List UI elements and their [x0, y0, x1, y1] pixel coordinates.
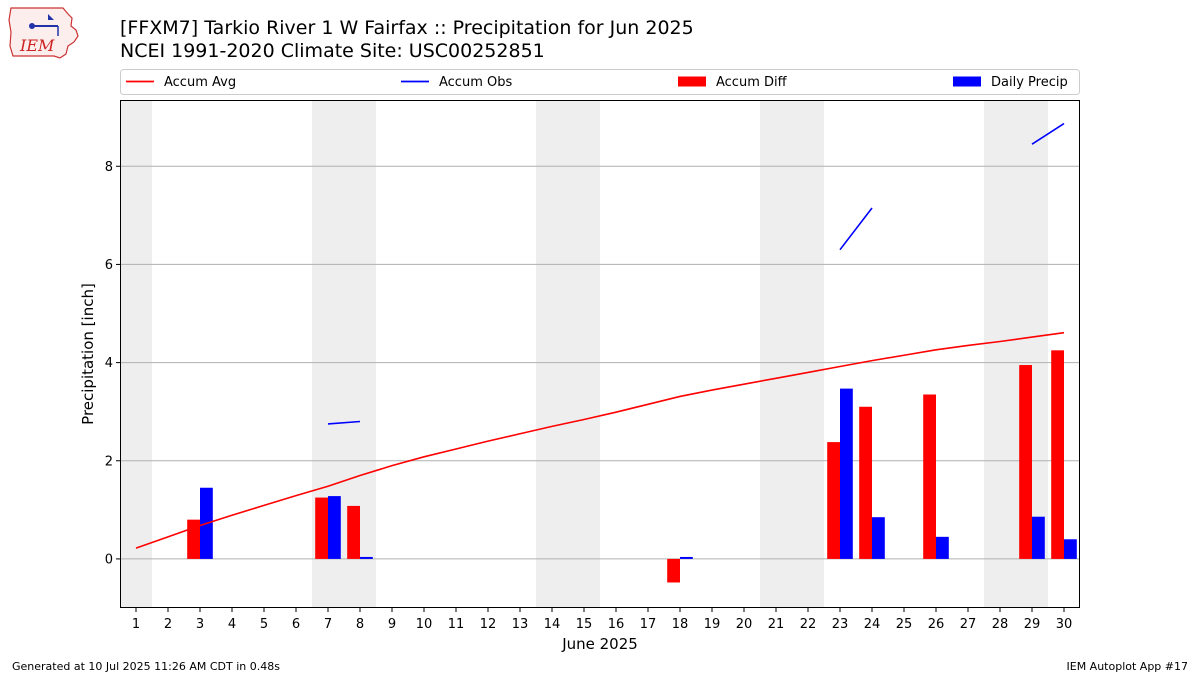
daily-precip-bar-day-30 — [1064, 539, 1077, 559]
x-tick-label-9: 9 — [388, 617, 396, 632]
x-tick-label-11: 11 — [448, 617, 465, 632]
legend-label-1: Accum Avg — [164, 75, 236, 90]
y-tick-label-6: 6 — [105, 258, 113, 273]
accum-diff-bar-day-30 — [1051, 350, 1064, 559]
accum-diff-bar-day-8 — [347, 505, 360, 559]
chart-subtitle: NCEI 1991-2020 Climate Site: USC00252851 — [120, 40, 545, 62]
weekend-shade-day-14 — [536, 100, 568, 608]
x-tick-label-28: 28 — [992, 617, 1009, 632]
logo-text: IEM — [19, 36, 55, 55]
iem-logo: IEM — [8, 7, 79, 59]
legend-label-2: Accum Obs — [439, 75, 512, 90]
legend: Accum Avg Accum Obs Accum Diff Daily Precip — [120, 69, 1080, 95]
accum-avg-line — [135, 331, 1065, 549]
sensor-dot-icon — [29, 23, 35, 29]
accum-obs-segment-1 — [327, 420, 361, 425]
daily-precip-bar-day-24 — [872, 517, 885, 559]
weekend-shade-day-28 — [984, 100, 1016, 608]
x-tick-label-17: 17 — [640, 617, 657, 632]
x-tick-label-2: 2 — [164, 617, 172, 632]
x-tick-label-22: 22 — [800, 617, 817, 632]
weekend-shade-day-21 — [760, 100, 792, 608]
legend-swatch-4 — [953, 76, 981, 87]
weekend-shade-day-22 — [792, 100, 824, 608]
grid-lines — [120, 165, 1080, 560]
x-tick-label-1: 1 — [132, 617, 140, 632]
accum-diff-bar-day-29 — [1019, 365, 1032, 559]
x-tick-label-24: 24 — [864, 617, 881, 632]
y-tick-label-0: 0 — [105, 552, 113, 567]
legend-swatch-3 — [678, 76, 706, 87]
accum-diff-bar-day-23 — [827, 442, 840, 559]
accum-obs-segment-2 — [839, 207, 873, 251]
accum-diff-bar-day-24 — [859, 406, 872, 559]
x-tick-label-10: 10 — [416, 617, 433, 632]
legend-label-3: Accum Diff — [716, 75, 788, 90]
accum-diff-bar-day-7 — [315, 497, 328, 559]
x-tick-label-14: 14 — [544, 617, 561, 632]
plot-frame — [120, 100, 1080, 608]
daily-precip-bar-day-29 — [1032, 516, 1045, 559]
chart-title: [FFXM7] Tarkio River 1 W Fairfax :: Prec… — [120, 17, 694, 39]
x-tick-label-12: 12 — [480, 617, 497, 632]
x-tick-label-15: 15 — [576, 617, 593, 632]
daily-precip-bar-day-23 — [840, 388, 853, 559]
accum-diff-bar-day-18 — [667, 558, 680, 583]
x-tick-label-23: 23 — [832, 617, 849, 632]
x-tick-label-21: 21 — [768, 617, 785, 632]
x-tick-label-13: 13 — [512, 617, 529, 632]
daily-precip-bar-day-18 — [680, 556, 693, 559]
weekend-shade-day-1 — [120, 100, 152, 608]
cup-anemometer-icon — [48, 14, 54, 20]
x-tick-label-4: 4 — [228, 617, 236, 632]
x-tick-label-25: 25 — [896, 617, 913, 632]
x-tick-label-3: 3 — [196, 617, 204, 632]
lines-layer — [135, 122, 1065, 549]
daily-precip-bar-day-26 — [936, 536, 949, 559]
y-tick-label-8: 8 — [105, 160, 113, 175]
generated-timestamp: Generated at 10 Jul 2025 11:26 AM CDT in… — [12, 660, 280, 673]
weekend-shade-day-15 — [568, 100, 600, 608]
x-axis-label: June 2025 — [561, 635, 638, 653]
bars-layer — [187, 350, 1077, 583]
x-tick-label-29: 29 — [1024, 617, 1041, 632]
x-tick-label-30: 30 — [1056, 617, 1073, 632]
accum-obs-segment-3 — [1031, 122, 1065, 145]
x-tick-label-6: 6 — [292, 617, 300, 632]
daily-precip-bar-day-7 — [328, 496, 341, 559]
x-tick-label-5: 5 — [260, 617, 268, 632]
legend-label-4: Daily Precip — [991, 75, 1068, 90]
iowa-outline-shape — [8, 7, 79, 59]
x-tick-label-16: 16 — [608, 617, 625, 632]
app-credit: IEM Autoplot App #17 — [1066, 660, 1189, 673]
x-tick-label-7: 7 — [324, 617, 332, 632]
x-tick-label-19: 19 — [704, 617, 721, 632]
y-axis-label: Precipitation [inch] — [79, 283, 97, 425]
y-tick-label-4: 4 — [105, 356, 113, 371]
accum-diff-bar-day-26 — [923, 394, 936, 559]
legend-box — [120, 69, 1080, 95]
y-tick-label-2: 2 — [105, 454, 113, 469]
x-tick-label-26: 26 — [928, 617, 945, 632]
x-tick-label-18: 18 — [672, 617, 689, 632]
x-tick-label-8: 8 — [356, 617, 364, 632]
x-tick-label-20: 20 — [736, 617, 753, 632]
x-tick-label-27: 27 — [960, 617, 977, 632]
daily-precip-bar-day-8 — [360, 556, 373, 559]
